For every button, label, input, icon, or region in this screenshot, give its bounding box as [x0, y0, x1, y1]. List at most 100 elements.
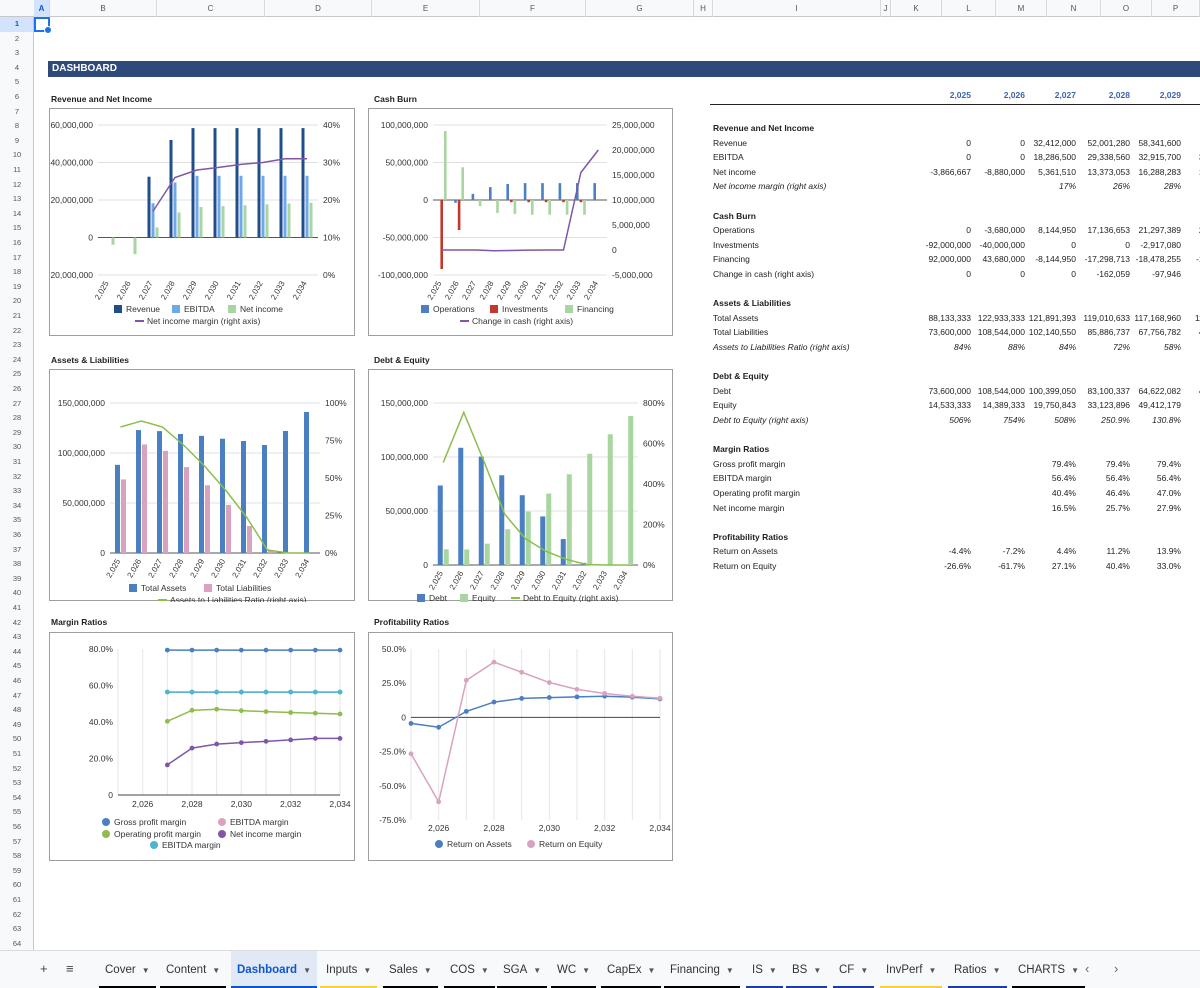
row-header-43[interactable]: 43: [12, 632, 22, 642]
scroll-tabs-right-icon[interactable]: ›: [1114, 961, 1119, 976]
table-cell[interactable]: -31,7: [1170, 269, 1200, 279]
row-header-24[interactable]: 24: [12, 354, 22, 364]
table-cell[interactable]: -2,917,(: [1170, 240, 1200, 250]
row-header-2[interactable]: 2: [14, 33, 20, 43]
table-cell[interactable]: 28%: [1163, 181, 1181, 192]
row-header-16[interactable]: 16: [12, 238, 22, 247]
table-cell[interactable]: 72%: [1112, 342, 1130, 352]
row-header-53[interactable]: 53: [12, 778, 22, 788]
table-cell[interactable]: 32,915,7: [1170, 152, 1200, 162]
tab-dropdown-icon[interactable]: ▼: [212, 966, 221, 975]
tab-dropdown-icon[interactable]: ▼: [813, 966, 822, 975]
table-cell[interactable]: 58,341,600: [1138, 137, 1181, 148]
tab-dropdown-icon[interactable]: ▼: [533, 966, 542, 975]
table-cell[interactable]: 47.0%: [1156, 488, 1181, 498]
row-header-8[interactable]: 8: [14, 121, 20, 131]
table-cell[interactable]: 48,127,9: [1170, 327, 1200, 337]
table-cell[interactable]: 32,412,000: [1033, 137, 1076, 148]
row-header-42[interactable]: 42: [12, 617, 22, 627]
column-header-c[interactable]: C: [157, 0, 265, 17]
table-cell[interactable]: 44,993,2: [1170, 386, 1200, 396]
table-cell[interactable]: 0: [1125, 239, 1130, 250]
table-cell[interactable]: 0: [966, 137, 971, 148]
sheet-tab-bs[interactable]: BS ▼: [786, 951, 828, 988]
scroll-tabs-left-icon[interactable]: ‹: [1085, 961, 1090, 976]
column-header-p[interactable]: P: [1152, 0, 1200, 17]
table-cell[interactable]: 16,288,283: [1138, 166, 1181, 177]
table-cell[interactable]: 46.4%: [1105, 488, 1130, 498]
table-cell[interactable]: 84%: [953, 342, 971, 352]
table-cell[interactable]: 8,144,950: [1038, 225, 1076, 236]
table-cell[interactable]: 68.: [1170, 415, 1200, 425]
table-cell[interactable]: 0: [1071, 239, 1076, 250]
table-cell[interactable]: -3,680,000: [984, 225, 1025, 236]
row-header-20[interactable]: 20: [12, 296, 22, 306]
chart-revenue-and-net-income[interactable]: 60,000,000 40,000,000 20,000,000 0 -20,000,0…: [49, 108, 355, 336]
row-header-17[interactable]: 17: [12, 252, 22, 262]
row-header-45[interactable]: 45: [12, 661, 22, 671]
chart-assets-liabilities[interactable]: 150,000,000 100,000,000 50,000,000 0 100% 75%…: [49, 369, 355, 602]
tab-dropdown-icon[interactable]: ▼: [768, 966, 777, 975]
sheet-tab-wc[interactable]: WC ▼: [551, 951, 597, 988]
chart-margin-ratios[interactable]: 80.0% 60.0% 40.0% 20.0% 0 2,026 2,028 2,030 2,03…: [49, 632, 355, 861]
table-cell[interactable]: 130.8%: [1152, 415, 1181, 425]
table-cell[interactable]: 508%: [1054, 415, 1076, 425]
table-cell[interactable]: 67,756,782: [1138, 327, 1181, 338]
row-header-28[interactable]: 28: [12, 413, 22, 423]
table-cell[interactable]: 79.4%: [1105, 458, 1130, 469]
table-cell[interactable]: 58,341,(: [1170, 138, 1200, 148]
table-cell[interactable]: 14,533,333: [928, 400, 971, 411]
column-header-o[interactable]: O: [1101, 0, 1152, 17]
table-cell[interactable]: -3,866,667: [930, 166, 971, 177]
table-cell[interactable]: 13.9%: [1156, 546, 1181, 557]
row-header-47[interactable]: 47: [12, 690, 22, 700]
table-cell[interactable]: 117,168,960: [1134, 312, 1181, 323]
row-header-36[interactable]: 36: [12, 530, 22, 539]
row-header-3[interactable]: 3: [14, 48, 20, 58]
table-cell[interactable]: -8,144,950: [1035, 254, 1076, 265]
row-header-19[interactable]: 19: [12, 281, 22, 291]
table-cell[interactable]: 2: [1170, 181, 1200, 191]
row-header-46[interactable]: 46: [12, 676, 22, 685]
table-cell[interactable]: 17,136,653: [1087, 225, 1130, 236]
table-cell[interactable]: 18,286,500: [1033, 152, 1076, 163]
chart-debt-equity[interactable]: 150,000,000 100,000,000 50,000,000 0 800% 600…: [368, 369, 673, 602]
row-header-7[interactable]: 7: [14, 106, 20, 116]
table-cell[interactable]: 56.4%: [1051, 473, 1076, 484]
sheet-tab-sga[interactable]: SGA ▼: [497, 951, 548, 988]
table-cell[interactable]: 33,123,896: [1087, 400, 1130, 411]
sheet-tab-cf[interactable]: CF ▼: [833, 951, 875, 988]
tab-dropdown-icon[interactable]: ▼: [480, 966, 489, 975]
table-cell[interactable]: 108,544,000: [977, 327, 1025, 338]
row-header-38[interactable]: 38: [12, 559, 22, 569]
table-cell[interactable]: -92,000,000: [925, 239, 971, 250]
table-cell[interactable]: 16,730,8: [1170, 167, 1200, 177]
table-cell[interactable]: 64,622,082: [1138, 385, 1181, 396]
row-header-11[interactable]: 11: [13, 165, 21, 174]
table-cell[interactable]: 27.1%: [1051, 561, 1076, 571]
table-cell[interactable]: 0: [966, 225, 971, 236]
table-cell[interactable]: 79.4%: [1051, 458, 1076, 469]
row-header-60[interactable]: 60: [12, 880, 22, 890]
tab-dropdown-icon[interactable]: ▼: [582, 966, 591, 975]
sheet-tab-cover[interactable]: Cover ▼: [99, 951, 156, 988]
row-header-25[interactable]: 25: [12, 369, 22, 379]
tab-dropdown-icon[interactable]: ▼: [423, 966, 432, 975]
table-cell[interactable]: 17%: [1058, 181, 1076, 192]
add-sheet-button[interactable]: +: [40, 961, 48, 976]
table-cell[interactable]: 27.9%: [1156, 502, 1181, 513]
tab-dropdown-icon[interactable]: ▼: [992, 966, 1001, 975]
row-header-44[interactable]: 44: [12, 646, 22, 656]
row-header-35[interactable]: 35: [12, 515, 22, 525]
sheet-tab-financing[interactable]: Financing ▼: [664, 951, 740, 988]
table-cell[interactable]: 0: [966, 152, 971, 163]
table-cell[interactable]: 0: [1071, 269, 1076, 279]
row-header-4[interactable]: 4: [14, 62, 20, 72]
row-header-63[interactable]: 63: [12, 924, 22, 934]
table-cell[interactable]: 73,600,000: [928, 327, 971, 338]
row-header-6[interactable]: 6: [14, 92, 20, 101]
row-header-5[interactable]: 5: [14, 77, 20, 87]
tab-dropdown-icon[interactable]: ▼: [725, 966, 734, 975]
row-header-10[interactable]: 10: [12, 150, 22, 160]
column-header-i[interactable]: I: [713, 0, 881, 17]
